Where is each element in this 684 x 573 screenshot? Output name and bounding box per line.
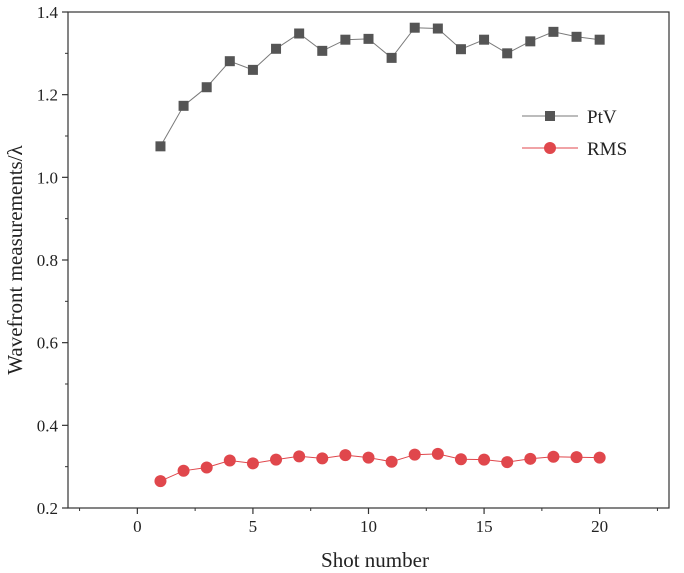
y-tick-label: 0.8 bbox=[37, 251, 58, 270]
data-point bbox=[154, 475, 167, 488]
legend: PtV RMS bbox=[522, 107, 627, 160]
data-point bbox=[478, 453, 491, 466]
axis-ticks bbox=[62, 11, 658, 514]
data-point bbox=[270, 453, 283, 466]
x-axis-title: Shot number bbox=[321, 548, 429, 572]
data-point bbox=[547, 450, 560, 463]
x-tick-label: 0 bbox=[133, 517, 142, 536]
data-point bbox=[155, 141, 166, 152]
data-point bbox=[408, 448, 421, 461]
data-point bbox=[431, 447, 444, 460]
legend-circle-marker bbox=[544, 142, 556, 154]
series-ptv bbox=[155, 22, 605, 152]
y-tick-label: 0.6 bbox=[37, 334, 58, 353]
data-point bbox=[593, 451, 606, 464]
data-point bbox=[317, 45, 328, 56]
data-point bbox=[432, 23, 443, 34]
y-tick-label: 0.4 bbox=[37, 416, 59, 435]
legend-item-rms: RMS bbox=[522, 139, 627, 160]
y-tick-label: 1.4 bbox=[37, 3, 59, 22]
legend-label: PtV bbox=[587, 107, 617, 128]
legend-square-marker bbox=[545, 111, 555, 121]
y-tick-label: 1.0 bbox=[37, 168, 58, 187]
data-point bbox=[363, 33, 374, 44]
data-point bbox=[525, 36, 536, 47]
series-rms bbox=[154, 447, 606, 488]
data-point bbox=[316, 452, 329, 465]
data-point bbox=[386, 52, 397, 63]
data-point bbox=[201, 82, 212, 93]
x-tick-label: 10 bbox=[360, 517, 377, 536]
data-point bbox=[340, 34, 351, 45]
data-point bbox=[570, 451, 583, 464]
data-point bbox=[339, 449, 352, 462]
data-point bbox=[409, 22, 420, 33]
y-axis-title: Wavefront measurements/λ bbox=[3, 144, 27, 374]
x-tick-label: 15 bbox=[476, 517, 493, 536]
data-point bbox=[246, 457, 259, 470]
plot-frame bbox=[67, 11, 670, 509]
data-point bbox=[479, 34, 490, 45]
data-point bbox=[224, 56, 235, 67]
data-point bbox=[271, 43, 282, 54]
data-point bbox=[571, 31, 582, 42]
data-point bbox=[502, 48, 513, 59]
data-point bbox=[223, 454, 236, 467]
data-point bbox=[362, 451, 375, 464]
data-point bbox=[548, 26, 559, 37]
data-point bbox=[455, 44, 466, 55]
data-point bbox=[178, 100, 189, 111]
axis-tick-labels: 0 5 10 15 20 0.2 0.4 0.6 0.8 1.0 1.2 1.4 bbox=[37, 3, 608, 536]
data-point bbox=[454, 453, 467, 466]
y-tick-label: 0.2 bbox=[37, 499, 58, 518]
data-point bbox=[293, 450, 306, 463]
legend-label: RMS bbox=[587, 139, 627, 160]
data-point bbox=[247, 64, 258, 75]
data-point bbox=[594, 34, 605, 45]
x-tick-label: 5 bbox=[249, 517, 258, 536]
series-layer bbox=[154, 22, 606, 488]
data-point bbox=[294, 28, 305, 39]
x-tick-label: 20 bbox=[591, 517, 608, 536]
data-point bbox=[177, 464, 190, 477]
data-point bbox=[200, 461, 213, 474]
data-point bbox=[501, 456, 514, 469]
y-tick-label: 1.2 bbox=[37, 86, 58, 105]
data-point bbox=[524, 452, 537, 465]
legend-item-ptv: PtV bbox=[522, 107, 617, 128]
data-point bbox=[385, 455, 398, 468]
